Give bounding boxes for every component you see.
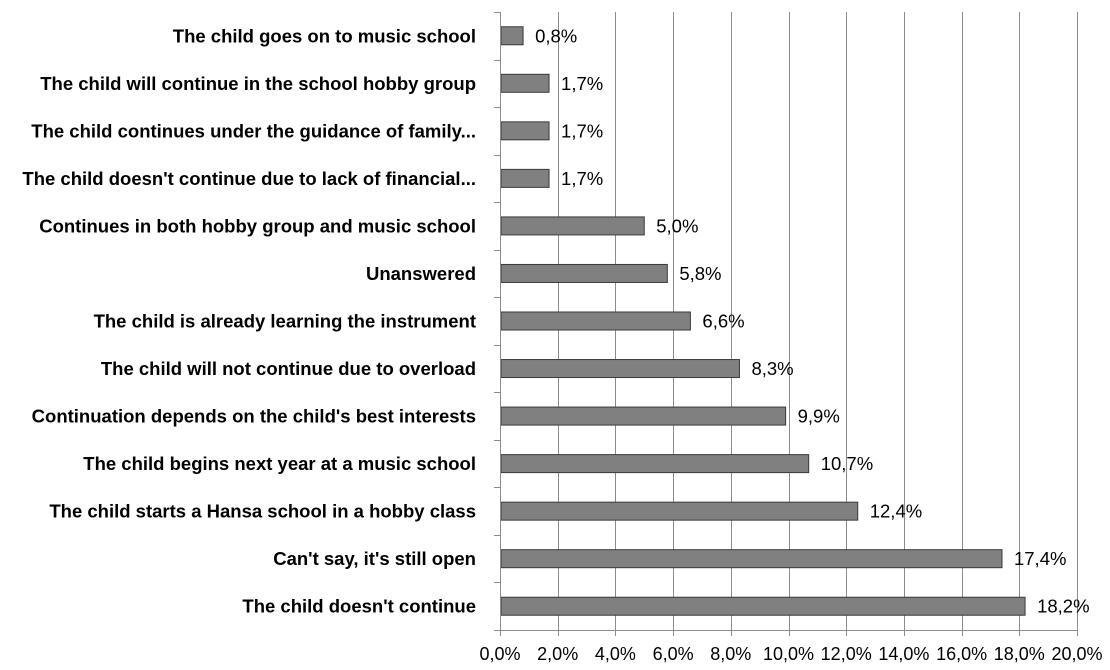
- gridlines: [558, 12, 1078, 630]
- value-label: 18,2%: [1037, 596, 1089, 617]
- labels: 0,0% 2,0% 4,0% 6,0% 8,0% 10,0% 12,0% 14,0% 16,0%…: [22, 25, 1102, 664]
- value-label: 8,3%: [751, 358, 793, 379]
- x-tick-label: 16,0%: [936, 644, 987, 664]
- category-label: The child doesn't continue: [242, 596, 476, 617]
- x-tick-label: 10,0%: [763, 644, 814, 664]
- value-label: 9,9%: [798, 406, 840, 427]
- category-label: The child continues under the guidance o…: [31, 120, 476, 141]
- value-label: 10,7%: [821, 453, 873, 474]
- bar: [500, 501, 859, 521]
- bar: [500, 26, 524, 46]
- bar: [500, 216, 645, 236]
- bar: [500, 168, 550, 188]
- value-label: 1,7%: [561, 73, 603, 94]
- bar: [500, 359, 740, 379]
- x-tick-label: 8,0%: [710, 644, 751, 664]
- x-tick-label: 14,0%: [878, 644, 929, 664]
- category-label: The child goes on to music school: [173, 25, 476, 46]
- category-label: Can't say, it's still open: [273, 548, 476, 569]
- category-label: The child will continue in the school ho…: [40, 73, 476, 94]
- bars: [500, 26, 1026, 616]
- axes: [494, 12, 1078, 636]
- bar: [500, 406, 787, 426]
- value-label: 5,0%: [656, 215, 698, 236]
- bar: [500, 596, 1026, 616]
- value-label: 6,6%: [702, 311, 744, 332]
- x-tick-label: 4,0%: [595, 644, 636, 664]
- value-label: 0,8%: [535, 25, 577, 46]
- bar: [500, 73, 550, 93]
- category-label: Continues in both hobby group and music …: [39, 215, 476, 236]
- x-tick-label: 6,0%: [653, 644, 694, 664]
- bar: [500, 454, 810, 474]
- x-tick-label: 2,0%: [537, 644, 578, 664]
- category-label: The child will not continue due to overl…: [101, 358, 476, 379]
- value-label: 1,7%: [561, 168, 603, 189]
- category-label: The child is already learning the instru…: [94, 311, 476, 332]
- category-label: The child doesn't continue due to lack o…: [22, 168, 476, 189]
- value-label: 1,7%: [561, 120, 603, 141]
- value-label: 17,4%: [1014, 548, 1066, 569]
- value-label: 5,8%: [679, 263, 721, 284]
- category-label: Unanswered: [366, 263, 476, 284]
- bar: [500, 121, 550, 141]
- category-label: The child begins next year at a music sc…: [83, 453, 476, 474]
- x-tick-label: 12,0%: [821, 644, 872, 664]
- bar: [500, 263, 668, 283]
- value-label: 12,4%: [870, 501, 922, 522]
- category-label: Continuation depends on the child's best…: [32, 406, 476, 427]
- bar: [500, 549, 1003, 569]
- x-tick-label: 18,0%: [994, 644, 1045, 664]
- category-label: The child starts a Hansa school in a hob…: [49, 501, 476, 522]
- x-tick-label: 20,0%: [1051, 644, 1102, 664]
- x-tick-label: 0,0%: [479, 644, 520, 664]
- bar: [500, 311, 691, 331]
